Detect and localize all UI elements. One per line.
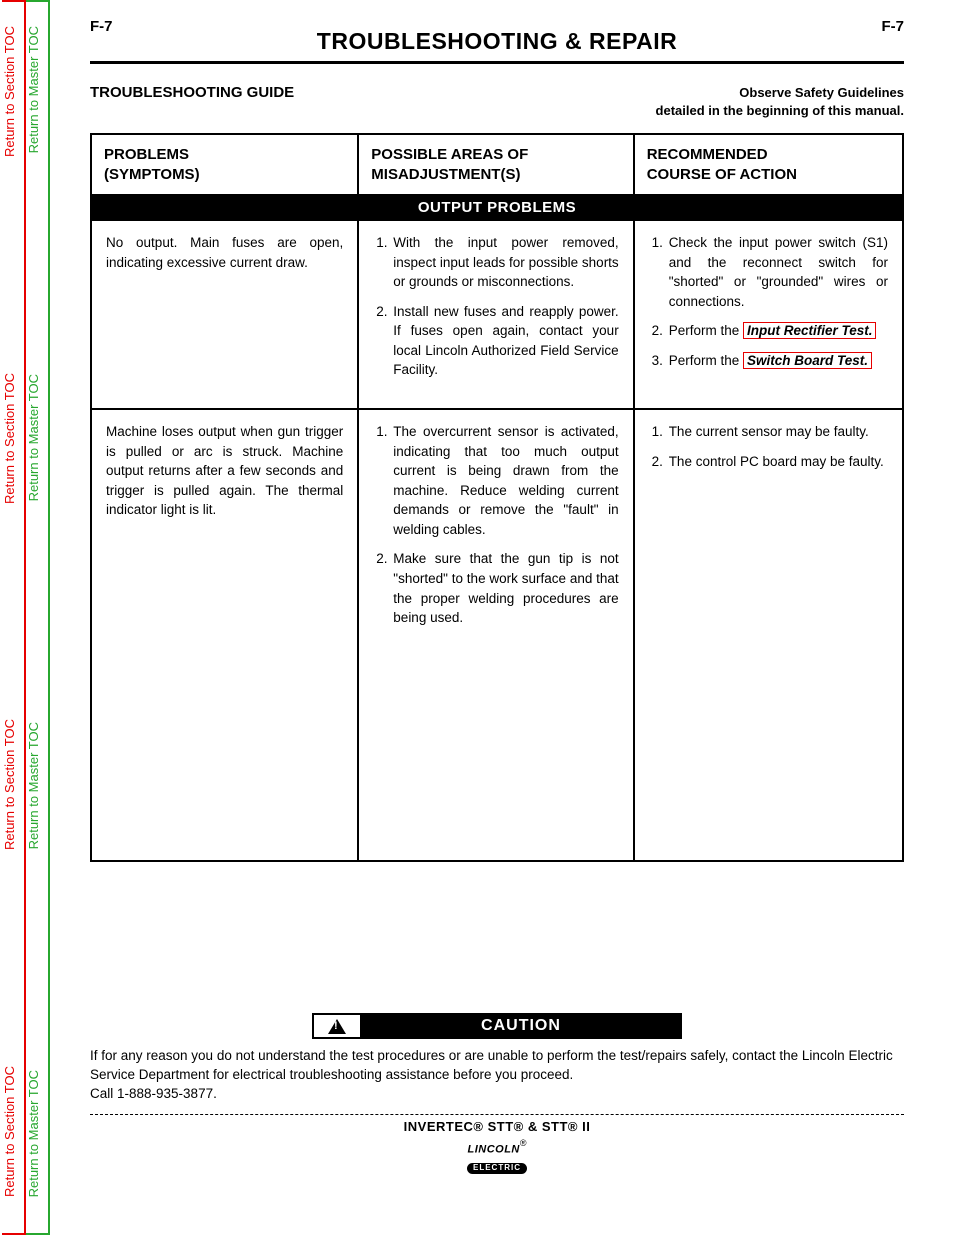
list-item: Perform the Switch Board Test. (667, 351, 888, 371)
return-master-toc-link[interactable]: Return to Master TOC (26, 368, 48, 507)
misadjustment-cell: With the input power removed, inspect in… (359, 221, 634, 408)
header-action: RECOMMENDED COURSE OF ACTION (635, 135, 902, 194)
table-row: No output. Main fuses are open, indicati… (92, 219, 902, 408)
page-header: F-7 F-7 TROUBLESHOOTING & REPAIR (90, 18, 904, 64)
page-content: F-7 F-7 TROUBLESHOOTING & REPAIR TROUBLE… (60, 0, 934, 1235)
header-text: MISADJUSTMENT(S) (371, 166, 520, 183)
safety-line2: detailed in the beginning of this manual… (656, 103, 904, 118)
registered-icon: ® (520, 1138, 527, 1148)
subheader-row: TROUBLESHOOTING GUIDE Observe Safety Gui… (90, 84, 904, 119)
section-toc-column: Return to Section TOC Return to Section … (2, 0, 26, 1235)
footer-logo: LINCOLN® ELECTRIC (90, 1138, 904, 1175)
header-misadjustment: POSSIBLE AREAS OF MISADJUSTMENT(S) (359, 135, 634, 194)
page-number-left: F-7 (90, 18, 113, 35)
page-title: TROUBLESHOOTING & REPAIR (90, 18, 904, 64)
header-problems: PROBLEMS (SYMPTOMS) (92, 135, 359, 194)
side-navigation: Return to Section TOC Return to Section … (0, 0, 50, 1235)
symptom-cell: No output. Main fuses are open, indicati… (92, 221, 359, 408)
list-item: Make sure that the gun tip is not "short… (391, 549, 618, 627)
action-cell: The current sensor may be faulty. The co… (635, 410, 902, 860)
symptom-cell: Machine loses output when gun trigger is… (92, 410, 359, 860)
warning-icon-box (314, 1015, 362, 1037)
header-text: COURSE OF ACTION (647, 166, 797, 183)
return-master-toc-link[interactable]: Return to Master TOC (26, 716, 48, 855)
troubleshooting-table: PROBLEMS (SYMPTOMS) POSSIBLE AREAS OF MI… (90, 133, 904, 862)
action-cell: Check the input power switch (S1) and th… (635, 221, 902, 408)
caution-line2: Call 1-888-935-3877. (90, 1086, 217, 1101)
list-item: With the input power removed, inspect in… (391, 233, 618, 292)
logo-brand-bottom: ELECTRIC (467, 1163, 527, 1174)
caution-footer: CAUTION If for any reason you do not und… (90, 1013, 904, 1175)
action-text: Perform the (669, 323, 743, 338)
caution-line1: If for any reason you do not understand … (90, 1048, 893, 1082)
header-text: RECOMMENDED (647, 146, 768, 163)
section-banner: OUTPUT PROBLEMS (92, 196, 902, 219)
caution-banner: CAUTION (312, 1013, 682, 1039)
return-master-toc-link[interactable]: Return to Master TOC (26, 1064, 48, 1203)
switch-board-test-link[interactable]: Switch Board Test. (743, 352, 872, 369)
action-text: Perform the (669, 353, 743, 368)
return-section-toc-link[interactable]: Return to Section TOC (2, 1060, 24, 1203)
warning-triangle-icon (328, 1019, 346, 1034)
list-item: The overcurrent sensor is activated, ind… (391, 422, 618, 539)
guide-title: TROUBLESHOOTING GUIDE (90, 84, 294, 101)
input-rectifier-test-link[interactable]: Input Rectifier Test. (743, 322, 877, 339)
list-item: The control PC board may be faulty. (667, 452, 888, 472)
safety-note: Observe Safety Guidelines detailed in th… (656, 84, 904, 119)
caution-text: If for any reason you do not understand … (90, 1047, 904, 1104)
return-section-toc-link[interactable]: Return to Section TOC (2, 713, 24, 856)
table-header-row: PROBLEMS (SYMPTOMS) POSSIBLE AREAS OF MI… (92, 135, 902, 196)
list-item: Check the input power switch (S1) and th… (667, 233, 888, 311)
return-master-toc-link[interactable]: Return to Master TOC (26, 20, 48, 159)
dashed-divider (90, 1114, 904, 1115)
misadjustment-cell: The overcurrent sensor is activated, ind… (359, 410, 634, 860)
safety-line1: Observe Safety Guidelines (739, 85, 904, 100)
header-text: PROBLEMS (104, 146, 189, 163)
list-item: The current sensor may be faulty. (667, 422, 888, 442)
footer-model-name: INVERTEC® STT® & STT® II (90, 1119, 904, 1134)
list-item: Perform the Input Rectifier Test. (667, 321, 888, 341)
master-toc-column: Return to Master TOC Return to Master TO… (26, 0, 50, 1235)
caution-label: CAUTION (362, 1015, 680, 1037)
list-item: Install new fuses and reapply power. If … (391, 302, 618, 380)
header-text: (SYMPTOMS) (104, 166, 200, 183)
logo-brand-top: LINCOLN (467, 1143, 519, 1155)
table-row: Machine loses output when gun trigger is… (92, 408, 902, 860)
page-number-right: F-7 (882, 18, 905, 35)
header-text: POSSIBLE AREAS OF (371, 146, 528, 163)
return-section-toc-link[interactable]: Return to Section TOC (2, 20, 24, 163)
return-section-toc-link[interactable]: Return to Section TOC (2, 367, 24, 510)
